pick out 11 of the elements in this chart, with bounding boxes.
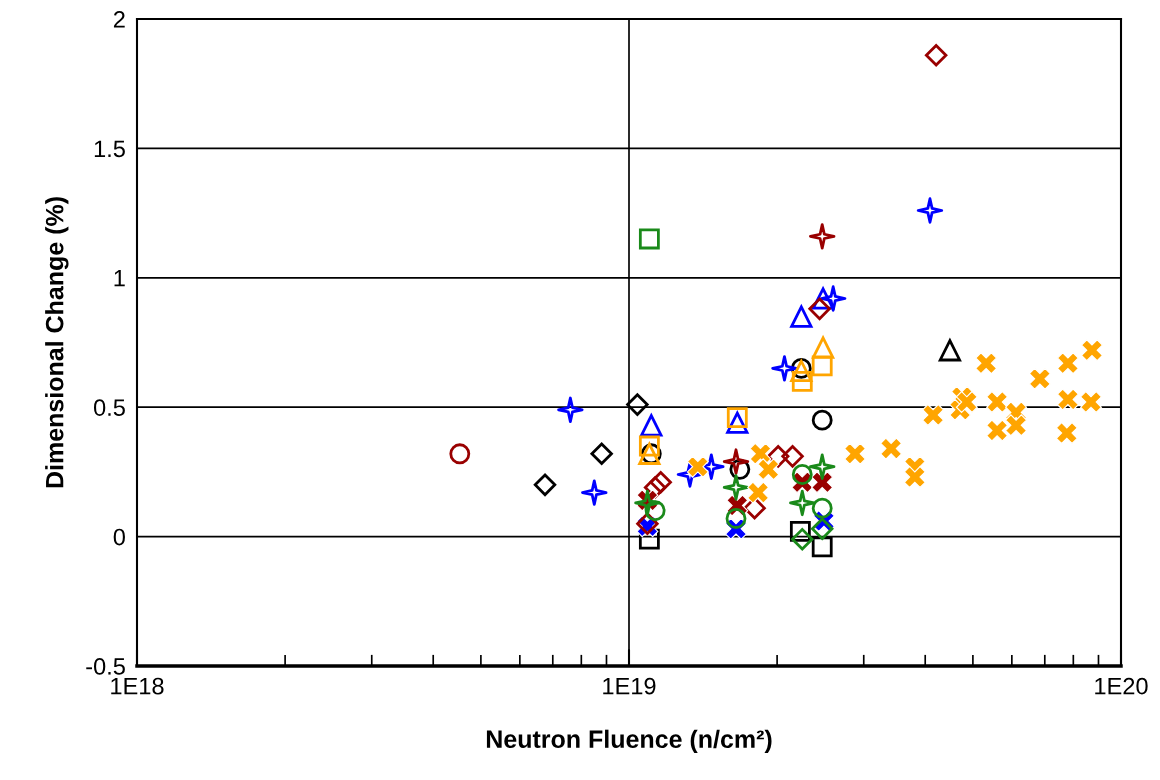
x-tick-label: 1E20 xyxy=(1095,677,1148,695)
x-tick-label: 1E18 xyxy=(111,677,164,695)
y-tick-label: 1 xyxy=(114,270,125,287)
y-tick-label: -0.5 xyxy=(86,658,125,675)
x-tick-label: 1E19 xyxy=(603,677,656,695)
y-tick-label: 0 xyxy=(113,528,125,546)
x-axis-title: Neutron Fluence (n/cm²) xyxy=(486,729,772,753)
y-tick-label: 2 xyxy=(113,11,125,28)
y-tick-label: 0.5 xyxy=(93,399,125,416)
y-axis-title: Dimensional Change (%) xyxy=(45,197,69,488)
y-tick-label: 1.5 xyxy=(94,140,125,158)
